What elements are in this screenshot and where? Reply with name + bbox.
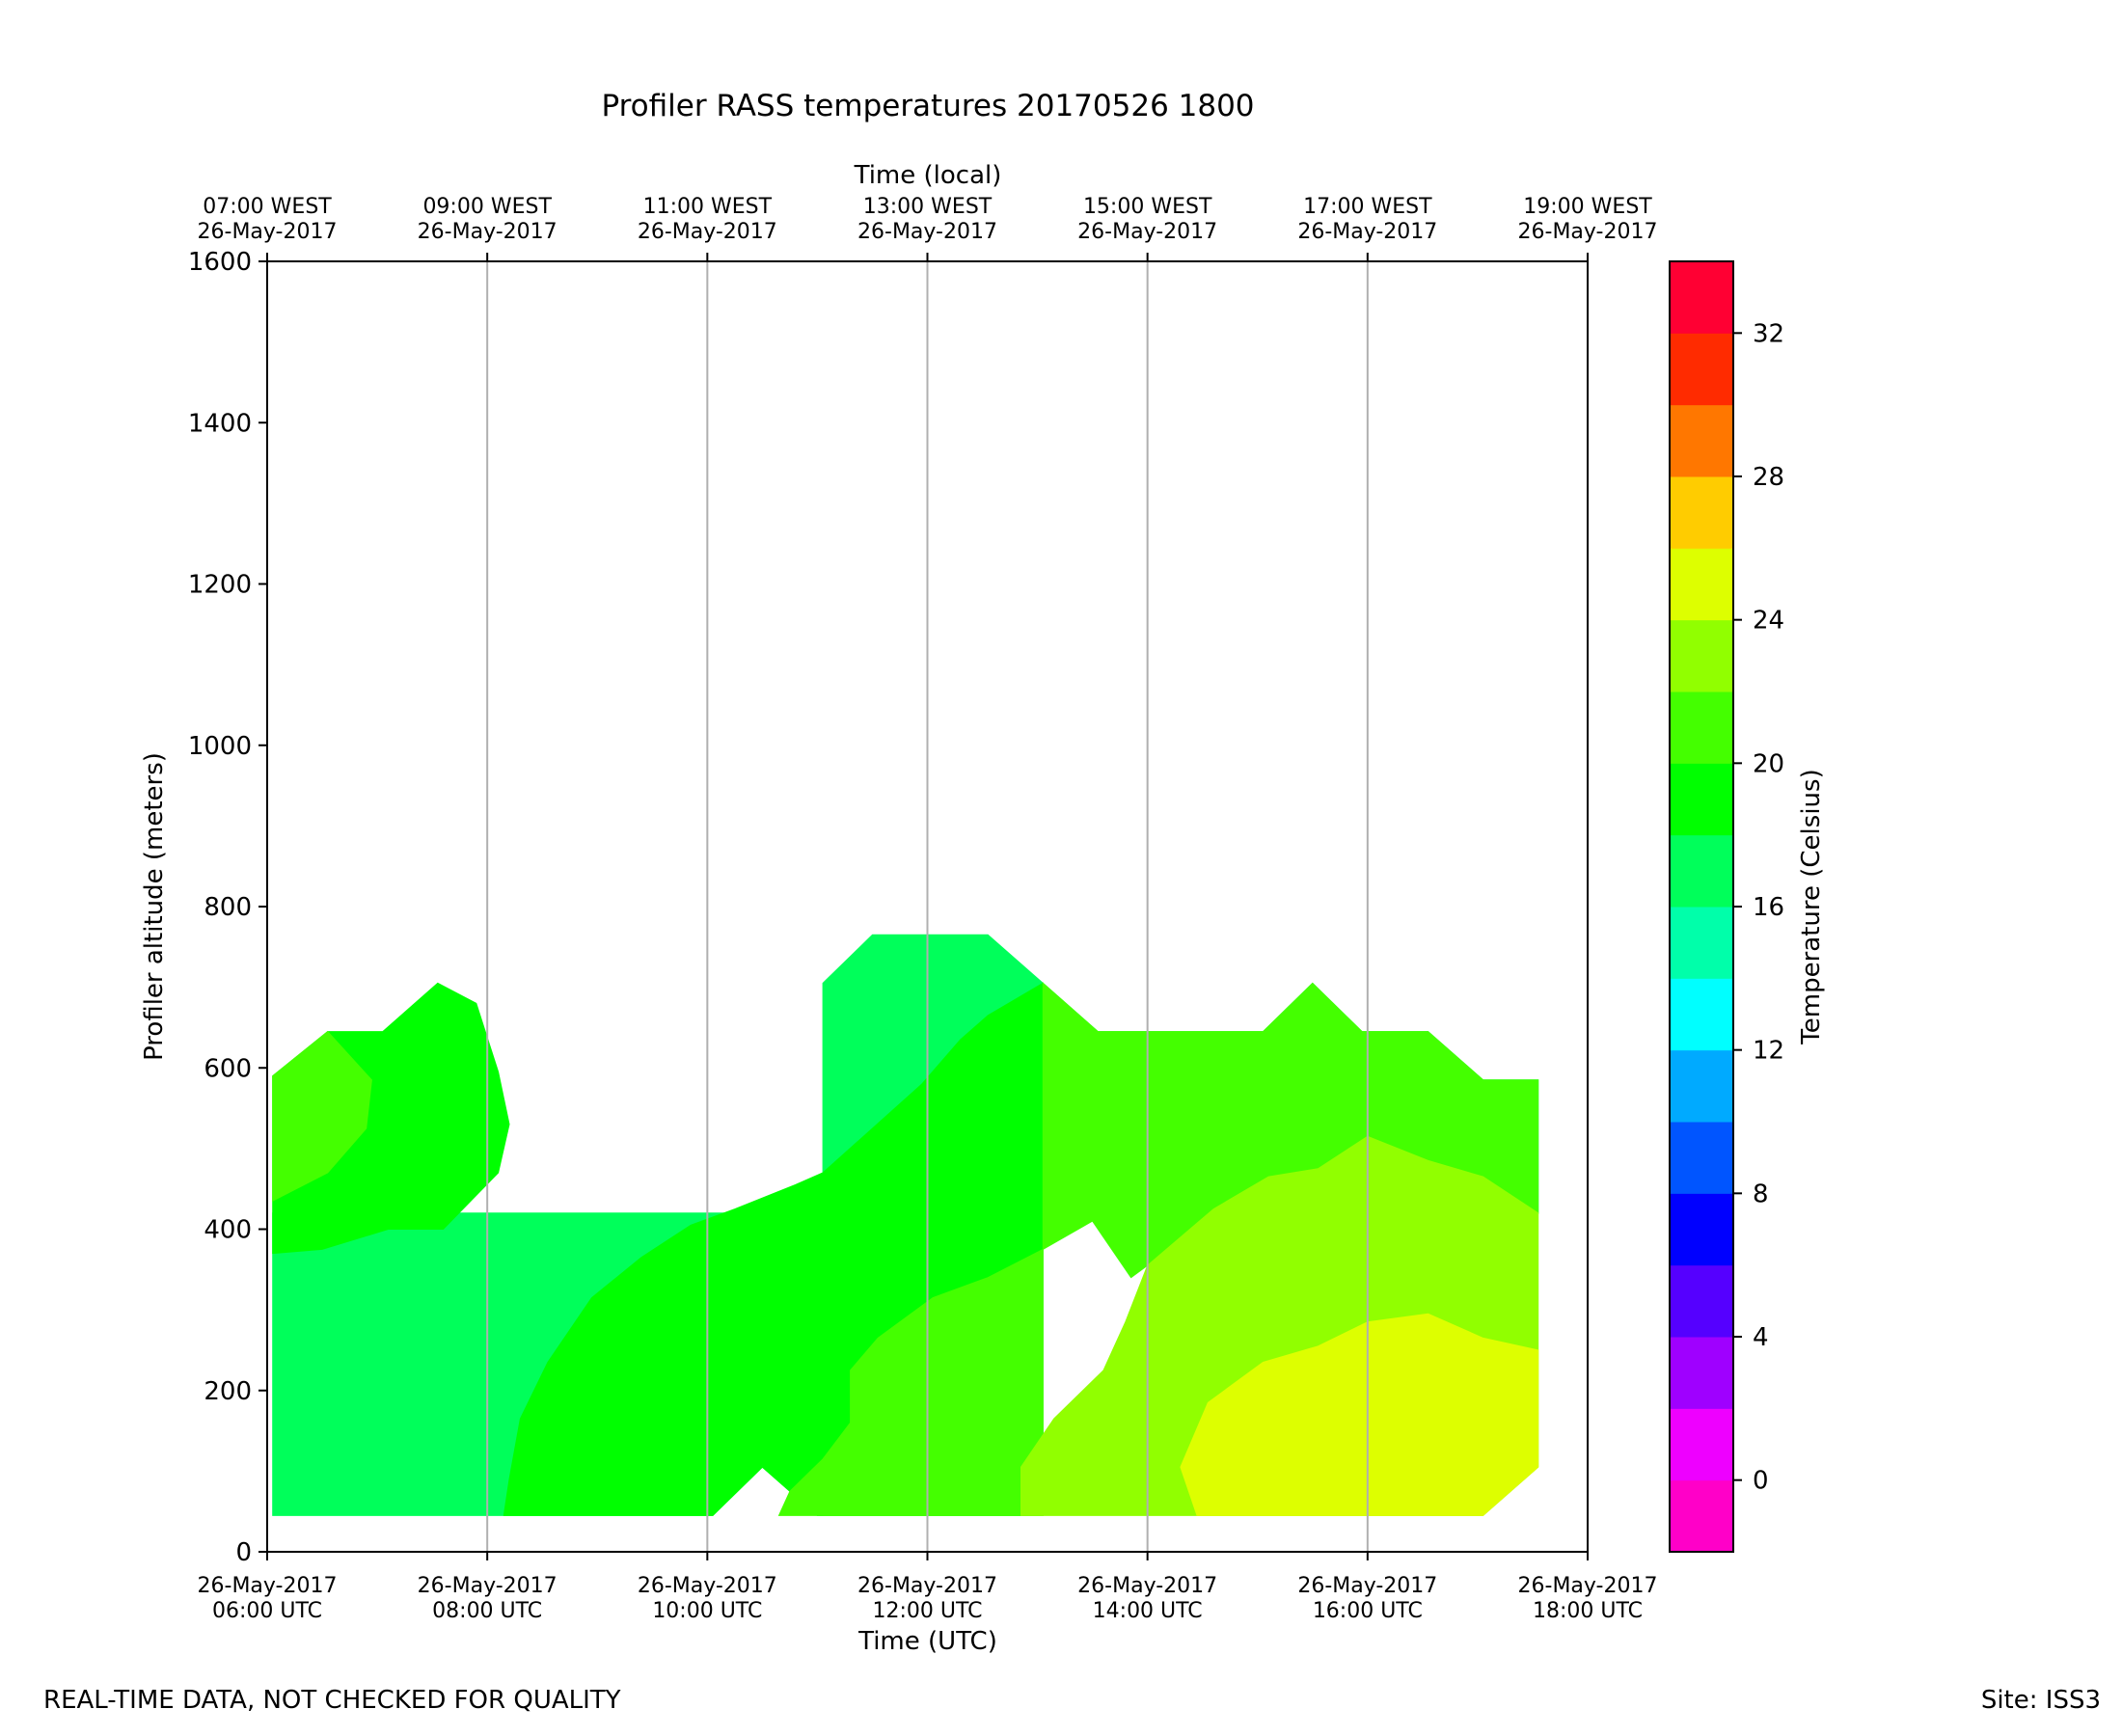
y-tick-label: 400 <box>204 1216 252 1245</box>
x-tick-label-time: 12:00 UTC <box>872 1599 982 1623</box>
colorbar-band <box>1670 1264 1733 1338</box>
y-tick-label: 1200 <box>188 571 252 600</box>
x2-tick-label-time: 07:00 WEST <box>203 195 332 219</box>
quality-disclaimer: REAL-TIME DATA, NOT CHECKED FOR QUALITY <box>43 1686 621 1715</box>
y-tick-label: 800 <box>204 893 252 922</box>
colorbar-tick-label: 28 <box>1753 463 1784 492</box>
x-tick-label-date: 26-May-2017 <box>1077 1574 1217 1598</box>
colorbar-band <box>1670 763 1733 836</box>
colorbar-band <box>1670 404 1733 477</box>
contour-region-24-26-6 <box>1180 1313 1539 1516</box>
x2-tick-label-time: 13:00 WEST <box>863 195 993 219</box>
gridlines <box>486 261 1369 1552</box>
x2-tick-label-time: 17:00 WEST <box>1303 195 1432 219</box>
colorbar-band <box>1670 476 1733 549</box>
x2-tick-label-date: 26-May-2017 <box>857 220 997 244</box>
x2-tick-label-date: 26-May-2017 <box>1518 220 1658 244</box>
x-tick-label-time: 06:00 UTC <box>212 1599 322 1623</box>
y-axis-label: Profiler altitude (meters) <box>140 752 169 1061</box>
x2-axis-label: Time (local) <box>854 161 1002 190</box>
x2-tick-label-time: 19:00 WEST <box>1523 195 1652 219</box>
x-tick-label-time: 16:00 UTC <box>1313 1599 1423 1623</box>
colorbar-tick-label: 16 <box>1753 893 1784 922</box>
colorbar-band <box>1670 333 1733 406</box>
colorbar-tick-label: 12 <box>1753 1037 1784 1066</box>
x2-tick-label-date: 26-May-2017 <box>1297 220 1437 244</box>
x2-tick-label-date: 26-May-2017 <box>198 220 338 244</box>
colorbar-tick-label: 24 <box>1753 607 1784 636</box>
colorbar-band <box>1670 1337 1733 1409</box>
x-tick-label-date: 26-May-2017 <box>857 1574 997 1598</box>
colorbar-tick-label: 32 <box>1753 319 1784 348</box>
colorbar: 0 4 8 12 16 20 24 28 32 <box>1669 260 1784 1553</box>
colorbar-tick-label: 20 <box>1753 749 1784 778</box>
colorbar-band <box>1670 1122 1733 1194</box>
x-tick-label-time: 18:00 UTC <box>1533 1599 1643 1623</box>
colorbar-tick-label: 8 <box>1753 1180 1769 1208</box>
x-tick-label-date: 26-May-2017 <box>1297 1574 1437 1598</box>
colorbar-band <box>1670 1193 1733 1266</box>
colorbar-label: Temperature (Celsius) <box>1797 769 1826 1044</box>
x-axis-label: Time (UTC) <box>857 1627 997 1656</box>
x-tick-label-time: 14:00 UTC <box>1093 1599 1203 1623</box>
y-tick-label: 600 <box>204 1054 252 1083</box>
x2-tick-label-time: 15:00 WEST <box>1083 195 1212 219</box>
colorbar-band <box>1670 548 1733 621</box>
x-tick-label-time: 08:00 UTC <box>432 1599 542 1623</box>
contour-region-20-22-2 <box>272 1030 372 1203</box>
colorbar-band <box>1670 1408 1733 1481</box>
colorbar-band <box>1670 834 1733 908</box>
x2-tick-label-date: 26-May-2017 <box>1077 220 1217 244</box>
y-tick-label: 1000 <box>188 732 252 761</box>
x-tick-label-time: 10:00 UTC <box>652 1599 762 1623</box>
y-tick-label: 1400 <box>188 409 252 438</box>
colorbar-ticks: 0 4 8 12 16 20 24 28 32 <box>1733 319 1784 1496</box>
x-tick-label-date: 26-May-2017 <box>1518 1574 1658 1598</box>
colorbar-band <box>1670 978 1733 1051</box>
x2-tick-label-date: 26-May-2017 <box>418 220 558 244</box>
contour-regions <box>272 934 1539 1516</box>
colorbar-band <box>1670 261 1733 334</box>
x-tick-label-date: 26-May-2017 <box>638 1574 777 1598</box>
colorbar-band <box>1670 907 1733 979</box>
x2-tick-label-time: 11:00 WEST <box>643 195 773 219</box>
y-tick-label: 200 <box>204 1377 252 1406</box>
site-label: Site: ISS3 <box>1980 1686 2101 1715</box>
colorbar-bands <box>1670 261 1733 1553</box>
x2-tick-label-date: 26-May-2017 <box>638 220 777 244</box>
chart-title: Profiler RASS temperatures 20170526 1800 <box>601 89 1254 123</box>
y-tick-label: 0 <box>235 1538 252 1567</box>
colorbar-band <box>1670 619 1733 692</box>
colorbar-band <box>1670 1479 1733 1553</box>
colorbar-tick-label: 0 <box>1753 1467 1769 1496</box>
colorbar-band <box>1670 692 1733 764</box>
y-tick-label: 1600 <box>188 248 252 277</box>
colorbar-tick-label: 4 <box>1753 1323 1769 1352</box>
x-tick-label-date: 26-May-2017 <box>418 1574 558 1598</box>
x2-tick-label-time: 09:00 WEST <box>422 195 552 219</box>
colorbar-band <box>1670 1049 1733 1123</box>
y-axis-ticks: 0 200 400 600 800 1000 1200 1400 1600 <box>188 248 267 1567</box>
x-tick-label-date: 26-May-2017 <box>198 1574 338 1598</box>
